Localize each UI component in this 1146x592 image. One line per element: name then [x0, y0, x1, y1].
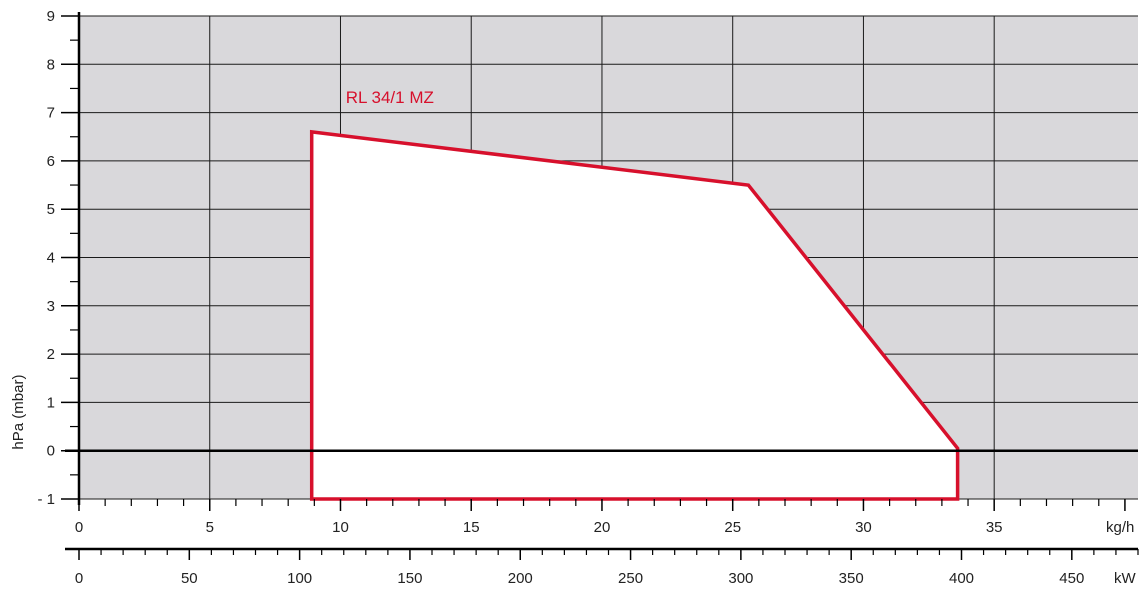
x-tick-label-kw: 150	[397, 570, 422, 587]
x-tick-label-kgh: 25	[724, 519, 741, 536]
x-tick-label-kw: 250	[618, 570, 643, 587]
y-tick-label: 3	[47, 298, 55, 315]
y-tick-label: 2	[47, 346, 55, 363]
y-axis: - 1 0 1 2 3 4 5 6 7 8 9	[37, 8, 81, 508]
x-tick-label-kw: 400	[949, 570, 974, 587]
x-tick-label-kgh: 30	[855, 519, 872, 536]
x-tick-label-kgh: 5	[206, 519, 214, 536]
y-tick-label: 5	[47, 201, 55, 218]
y-axis-title: hPa (mbar)	[10, 375, 27, 450]
x-tick-label-kgh: 20	[594, 519, 611, 536]
x-axis-kw: 0 50 100 150 200 250 300 350 400 450	[65, 547, 1139, 587]
x-axis-kw-unit: kW	[1114, 570, 1137, 587]
x-tick-label-kgh: 10	[332, 519, 349, 536]
y-tick-label: 1	[47, 394, 55, 411]
x-tick-label-kgh: 15	[463, 519, 480, 536]
x-tick-label-kgh: 0	[75, 519, 83, 536]
y-tick-label: 6	[47, 153, 55, 170]
x-tick-label-kw: 450	[1059, 570, 1084, 587]
x-axis-kgh: 0 5 10 15 20 25 30 35	[75, 499, 1126, 536]
y-tick-label: 8	[47, 56, 55, 73]
x-tick-label-kgh: 35	[986, 519, 1003, 536]
x-axis-kgh-unit: kg/h	[1106, 519, 1134, 536]
x-tick-label-kw: 50	[181, 570, 198, 587]
y-tick-label: 0	[47, 443, 55, 460]
y-tick-label: - 1	[37, 491, 55, 508]
x-tick-label-kw: 200	[508, 570, 533, 587]
working-field-area	[309, 129, 960, 501]
x-tick-label-kw: 350	[839, 570, 864, 587]
y-tick-label: 9	[47, 8, 55, 25]
series-label: RL 34/1 MZ	[346, 88, 434, 107]
y-tick-label: 4	[47, 250, 55, 267]
x-tick-label-kw: 100	[287, 570, 312, 587]
x-tick-label-kw: 300	[728, 570, 753, 587]
y-tick-label: 7	[47, 105, 55, 122]
x-tick-label-kw: 0	[75, 570, 83, 587]
